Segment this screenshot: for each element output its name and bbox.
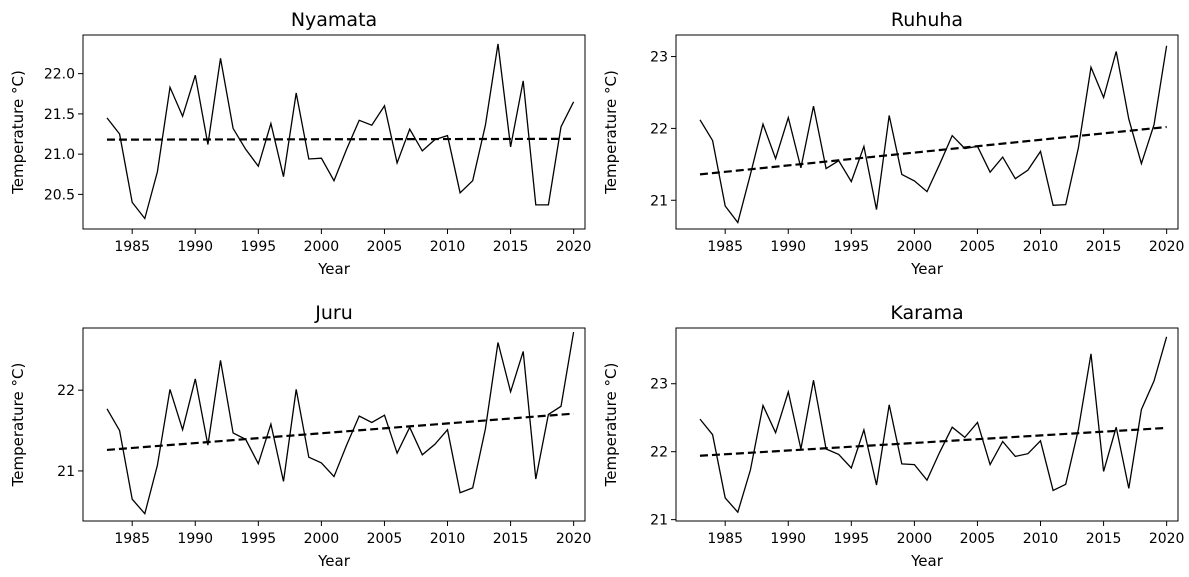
y-tick-label: 21 [57, 464, 75, 480]
x-tick-label: 2010 [1023, 531, 1059, 547]
x-tick-label: 1990 [770, 239, 806, 255]
temperature-series-line [699, 45, 1168, 224]
x-tick-label: 2010 [430, 531, 466, 547]
x-tick-label: 2000 [897, 239, 933, 255]
chart-title: Juru [314, 302, 353, 324]
y-tick-label: 22 [650, 121, 668, 137]
x-tick-label: 1990 [770, 531, 806, 547]
axes-frame [675, 327, 1179, 522]
x-tick-label: 2015 [1086, 239, 1122, 255]
trend-line [106, 137, 574, 141]
y-axis-label: Temperature °C) [602, 70, 620, 195]
trend-line [699, 125, 1167, 176]
x-tick-label: 1985 [114, 531, 150, 547]
x-axis-label: Year [317, 260, 351, 278]
y-tick-label: 23 [650, 50, 668, 66]
x-axis-label: Year [910, 552, 944, 570]
y-tick-label: 23 [650, 377, 668, 393]
x-tick-label: 2010 [430, 239, 466, 255]
y-tick-label: 21 [650, 193, 668, 209]
chart-title: Ruhuha [891, 9, 963, 31]
y-axis-label: Temperature °C) [602, 363, 620, 488]
trend-line [106, 412, 574, 452]
temperature-series-line [699, 336, 1168, 514]
trend-line [699, 426, 1167, 457]
x-tick-label: 2010 [1023, 239, 1059, 255]
x-tick-label: 2005 [367, 531, 403, 547]
x-tick-label: 2015 [493, 239, 529, 255]
axes-frame [675, 34, 1179, 230]
y-tick-label: 22 [57, 383, 75, 399]
y-axis-label: Temperature °C) [9, 70, 27, 195]
x-tick-label: 1995 [834, 239, 870, 255]
y-tick-label: 21.0 [44, 147, 75, 163]
temperature-series-line [106, 331, 575, 516]
x-axis-label: Year [317, 552, 351, 570]
x-tick-label: 2020 [556, 531, 592, 547]
chart-panel: Ruhuha 1985 1990 1995 2000 2005 2010 2015 2020 21… [602, 9, 1184, 278]
axes-frame [82, 327, 586, 522]
chart-title: Karama [890, 302, 963, 324]
x-tick-label: 2020 [556, 239, 592, 255]
axes-frame [82, 34, 586, 230]
x-tick-label: 1995 [241, 531, 277, 547]
x-tick-label: 2015 [1086, 531, 1122, 547]
x-tick-label: 2000 [304, 239, 340, 255]
x-tick-label: 2020 [1149, 531, 1185, 547]
x-tick-label: 2005 [960, 239, 996, 255]
y-tick-label: 21 [650, 513, 668, 529]
y-tick-label: 22.0 [44, 67, 75, 83]
x-tick-label: 1985 [707, 239, 743, 255]
x-tick-label: 1995 [241, 239, 277, 255]
x-tick-label: 2005 [367, 239, 403, 255]
x-axis-label: Year [910, 260, 944, 278]
temperature-series-line [106, 43, 575, 220]
chart-panel: Karama 1985 1990 1995 2000 2005 2010 2015 2020 21… [602, 302, 1184, 570]
x-tick-label: 1985 [707, 531, 743, 547]
x-tick-label: 2020 [1149, 239, 1185, 255]
y-axis-label: Temperature °C) [9, 363, 27, 488]
chart-title: Nyamata [291, 9, 377, 31]
x-tick-label: 1990 [177, 531, 213, 547]
x-tick-label: 2000 [304, 531, 340, 547]
chart-panel: Nyamata 1985 1990 1995 2000 2005 2010 2015 2020 2… [9, 9, 591, 278]
x-tick-label: 1995 [834, 531, 870, 547]
chart-panel: Juru 1985 1990 1995 2000 2005 2010 2015 2020 21 22… [9, 302, 591, 570]
x-tick-label: 1990 [177, 239, 213, 255]
y-tick-label: 20.5 [44, 187, 75, 203]
y-tick-label: 21.5 [44, 107, 75, 123]
x-tick-label: 2005 [960, 531, 996, 547]
x-tick-label: 2000 [897, 531, 933, 547]
y-tick-label: 22 [650, 445, 668, 461]
x-tick-label: 2015 [493, 531, 529, 547]
x-tick-label: 1985 [114, 239, 150, 255]
